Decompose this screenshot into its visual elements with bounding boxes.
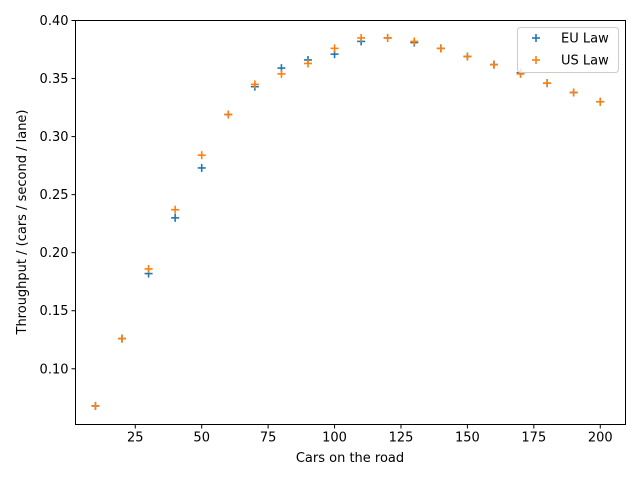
- data-point: [543, 79, 552, 88]
- data-point: [463, 52, 472, 61]
- data-point: [197, 151, 206, 160]
- y-tick-label: 0.25: [40, 188, 69, 203]
- data-point: [383, 33, 392, 42]
- legend-frame: [517, 27, 619, 73]
- y-tick-label: 0.30: [40, 130, 69, 145]
- legend-entry-label: US Law: [561, 54, 609, 69]
- x-axis-ticks: 25 50 75 100 125 150 175 200: [127, 424, 613, 446]
- data-point: [277, 69, 286, 78]
- x-tick-label: 125: [389, 431, 414, 446]
- y-axis-ticks: 0.10 0.15 0.20 0.25 0.30 0.35 0.40: [40, 14, 76, 377]
- x-tick-label: 25: [127, 431, 144, 446]
- data-point: [357, 33, 366, 42]
- x-axis-label: Cars on the road: [296, 451, 404, 466]
- series-1: [91, 33, 605, 410]
- data-point: [489, 60, 498, 69]
- y-tick-label: 0.20: [40, 246, 69, 261]
- data-point: [144, 264, 153, 273]
- axes-frame: [75, 20, 626, 425]
- data-point: [410, 37, 419, 46]
- data-point: [224, 110, 233, 119]
- data-point: [569, 88, 578, 97]
- data-point: [197, 163, 206, 172]
- x-tick-label: 75: [260, 431, 277, 446]
- y-tick-label: 0.15: [40, 304, 69, 319]
- data-point: [303, 59, 312, 68]
- legend: EU Law US Law: [517, 27, 619, 73]
- legend-marker: [532, 56, 540, 64]
- legend-marker: [532, 34, 540, 42]
- data-point: [171, 213, 180, 222]
- y-axis-label: Throughput / (cars / second / lane): [15, 110, 30, 336]
- y-tick-label: 0.35: [40, 72, 69, 87]
- data-point: [91, 401, 100, 410]
- data-point: [596, 97, 605, 106]
- data-points: [91, 33, 605, 410]
- x-tick-label: 100: [322, 431, 347, 446]
- data-point: [250, 80, 259, 89]
- data-point: [171, 205, 180, 214]
- data-point: [330, 44, 339, 53]
- x-tick-label: 200: [588, 431, 613, 446]
- x-tick-label: 175: [521, 431, 546, 446]
- legend-entry-label: EU Law: [561, 32, 609, 47]
- data-point: [436, 44, 445, 53]
- y-tick-label: 0.10: [40, 362, 69, 377]
- data-point: [117, 334, 126, 343]
- x-tick-label: 50: [193, 431, 210, 446]
- y-tick-label: 0.40: [40, 14, 69, 29]
- series-2: [91, 33, 605, 410]
- x-tick-label: 150: [455, 431, 480, 446]
